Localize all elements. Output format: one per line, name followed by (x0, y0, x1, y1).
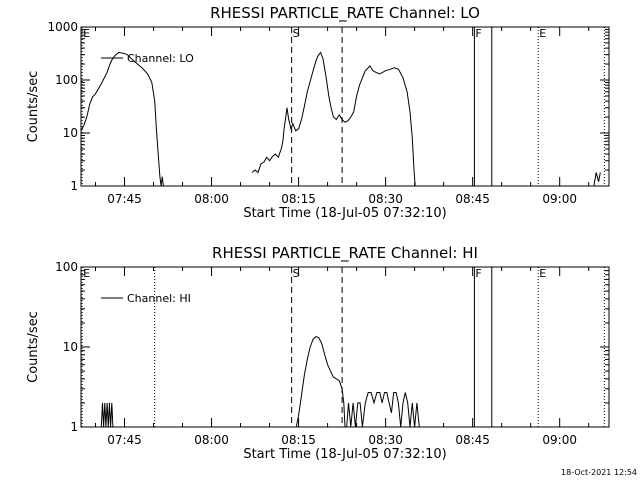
x-tick-label: 09:00 (542, 433, 577, 447)
event-marker-label: E (539, 267, 546, 280)
x-tick-label: 08:45 (455, 192, 490, 206)
chart-title: RHESSI PARTICLE_RATE Channel: HI (212, 244, 478, 263)
event-marker-label: S (293, 267, 300, 280)
series-line-segment (251, 51, 416, 187)
y-tick-label: 1 (70, 420, 78, 434)
x-tick-label: 08:30 (368, 433, 403, 447)
chart-panel-lo: RHESSI PARTICLE_RATE Channel: LO 1 10 100 10… (26, 4, 610, 221)
series-line-segment (593, 172, 601, 187)
x-tick-label: 09:00 (542, 192, 577, 206)
x-tick-label: 08:15 (281, 192, 316, 206)
plot-frame (80, 26, 610, 187)
legend-label: Channel: LO (127, 52, 194, 65)
plot-frame (80, 266, 610, 428)
y-axis-label: Counts/sec (26, 71, 41, 143)
series-line-segment (346, 392, 422, 428)
x-axis-label: Start Time (18-Jul-05 07:32:10) (243, 447, 446, 462)
event-marker-label: E (83, 27, 90, 40)
event-marker-label: S (293, 27, 300, 40)
x-tick-label: 08:30 (368, 192, 403, 206)
event-marker-label: E (83, 267, 90, 280)
y-axis-label: Counts/sec (26, 311, 41, 383)
y-tick-label: 100 (55, 73, 78, 87)
y-tick-label: 100 (55, 260, 78, 274)
x-tick-label: 07:45 (107, 433, 142, 447)
series-line-segment (100, 402, 114, 428)
chart-title: RHESSI PARTICLE_RATE Channel: LO (210, 4, 480, 23)
legend-label: Channel: HI (127, 292, 191, 305)
series-line-segment (80, 51, 164, 187)
event-marker-label: E (539, 27, 546, 40)
x-tick-label: 08:00 (194, 433, 229, 447)
series-line-segment (295, 336, 346, 428)
x-tick-label: 08:45 (455, 433, 490, 447)
x-axis-label: Start Time (18-Jul-05 07:32:10) (243, 206, 446, 221)
event-marker-label: F (475, 267, 481, 280)
y-tick-label: 10 (63, 126, 78, 140)
chart-panel-hi: RHESSI PARTICLE_RATE Channel: HI 1 10 100 07… (26, 244, 610, 462)
x-tick-label: 08:00 (194, 192, 229, 206)
event-marker-label: F (475, 27, 481, 40)
plot-timestamp: 18-Oct-2021 12:54 (561, 468, 637, 477)
y-tick-label: 1000 (47, 20, 78, 34)
y-tick-label: 10 (63, 340, 78, 354)
y-tick-label: 1 (70, 179, 78, 193)
x-tick-label: 07:45 (107, 192, 142, 206)
x-tick-label: 08:15 (281, 433, 316, 447)
